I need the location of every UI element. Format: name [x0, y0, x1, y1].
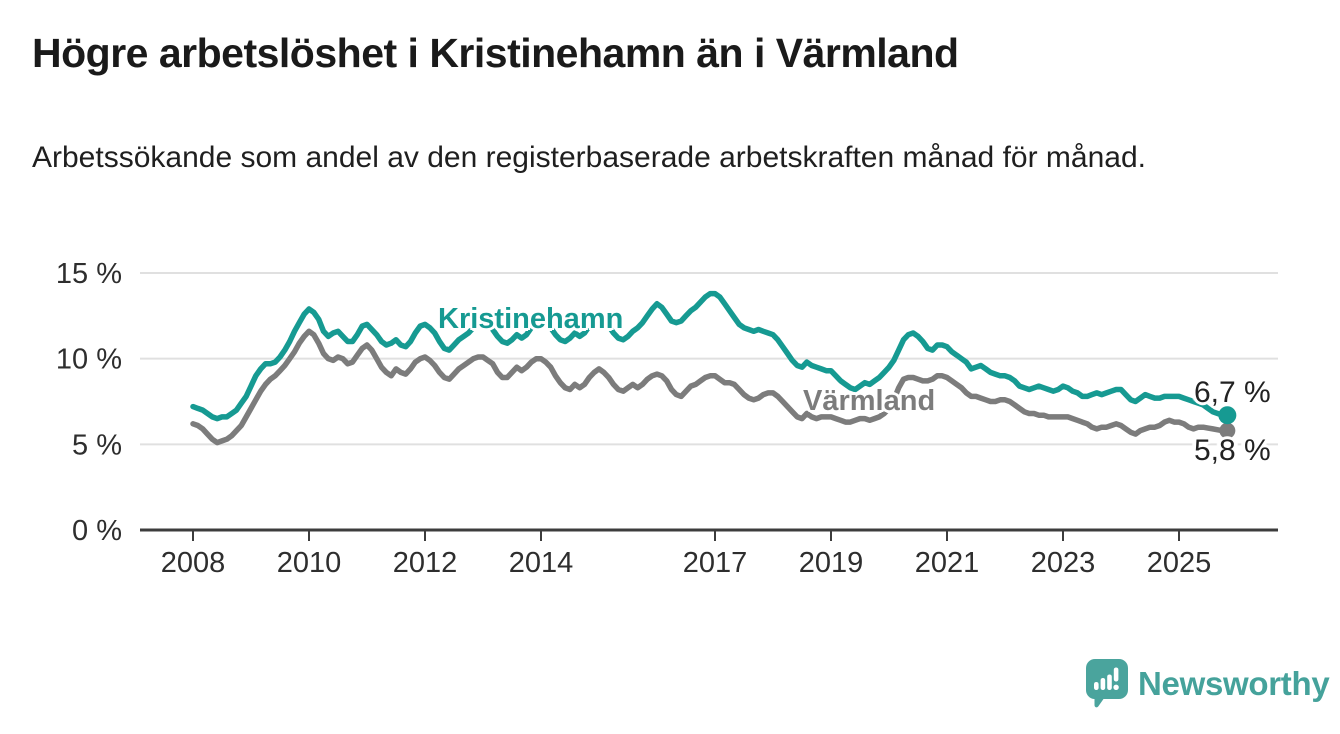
- end-value-label-varmland: 5,8 %: [1194, 434, 1271, 467]
- brand-footer: Newsworthy: [1086, 658, 1330, 710]
- y-tick-label-15: 15 %: [56, 258, 122, 290]
- x-tick-label-2017: 2017: [683, 547, 748, 579]
- brand-name: Newsworthy: [1138, 665, 1330, 702]
- chart-subtitle: Arbetssökande som andel av den registerb…: [32, 141, 1146, 174]
- series-label-varmland: Värmland: [803, 385, 936, 417]
- series-line-vrmland: [190, 328, 1231, 446]
- x-tick-label-2023: 2023: [1031, 547, 1096, 579]
- x-tick-label-2019: 2019: [799, 547, 864, 579]
- x-tick-label-2012: 2012: [393, 547, 458, 579]
- x-tick-label-2025: 2025: [1147, 547, 1212, 579]
- series-label-kristinehamn: Kristinehamn: [438, 303, 624, 335]
- x-tick-label-2021: 2021: [915, 547, 980, 579]
- x-tick-label-2010: 2010: [277, 547, 342, 579]
- y-tick-label-0: 0 %: [72, 515, 122, 547]
- end-dot-vrmland: [1219, 422, 1236, 439]
- page-title: Högre arbetslöshet i Kristinehamn än i V…: [32, 30, 959, 76]
- newsworthy-logo-icon: [1086, 659, 1128, 708]
- y-tick-label-10: 10 %: [56, 344, 122, 376]
- series-line-kristinehamn: [190, 290, 1231, 422]
- x-tick-label-2014: 2014: [509, 547, 574, 579]
- x-tick-label-2008: 2008: [161, 547, 226, 579]
- end-value-label-kristinehamn: 6,7 %: [1194, 376, 1271, 409]
- end-dot-kristinehamn: [1218, 406, 1237, 425]
- y-tick-label-5: 5 %: [72, 429, 122, 461]
